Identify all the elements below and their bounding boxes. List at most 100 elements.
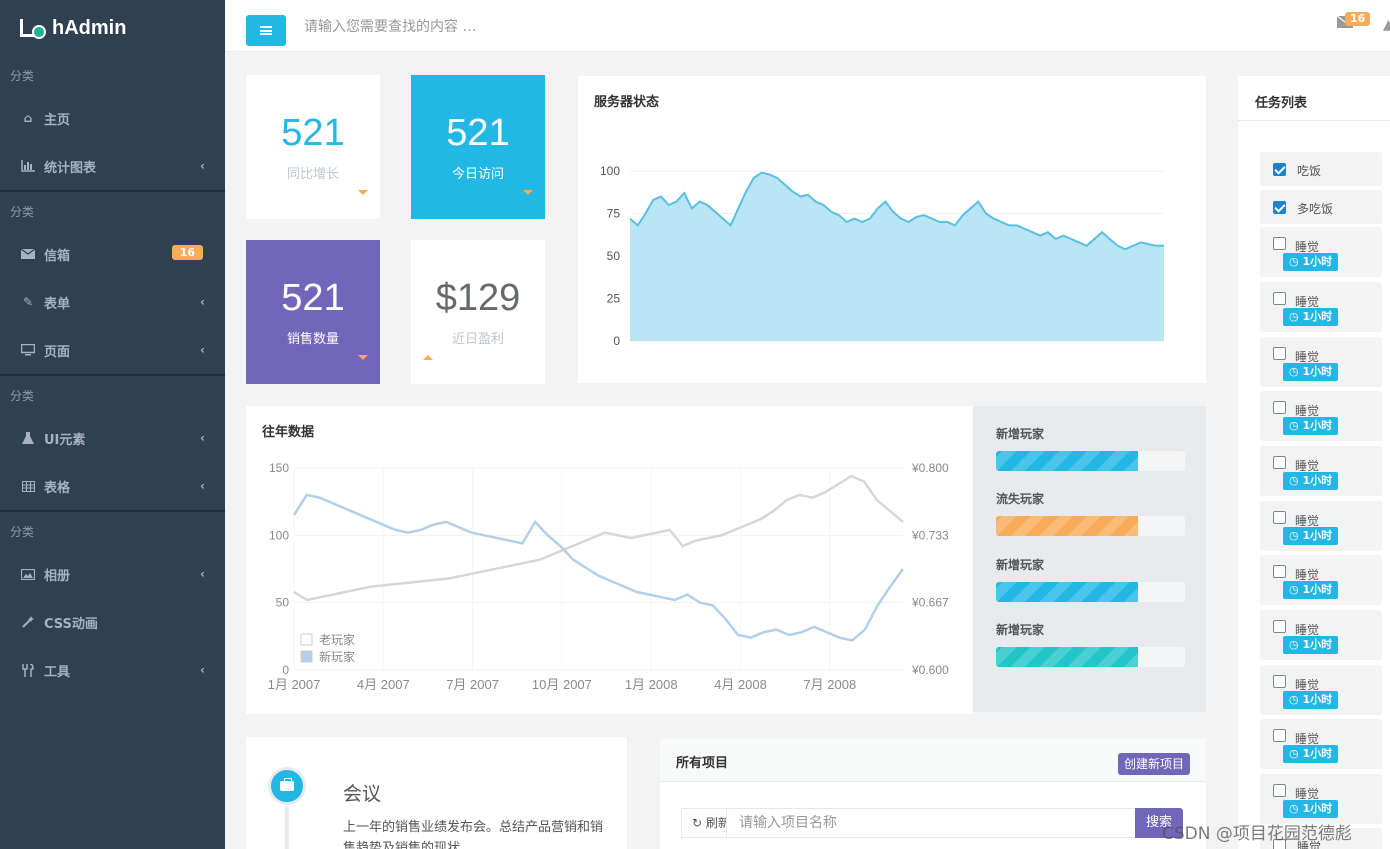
briefcase-icon (268, 767, 306, 805)
task-item[interactable]: 睡觉 ◷ 1小时 (1260, 446, 1382, 496)
sidebar-item-label: 页面 (44, 344, 71, 360)
panel-title: 服务器状态 (594, 95, 660, 110)
progress-fill (996, 451, 1138, 471)
logo[interactable]: hAdmin (0, 0, 225, 56)
task-time-tag: ◷ 1小时 (1283, 417, 1339, 435)
task-item[interactable]: 多吃饭 (1260, 190, 1382, 224)
task-checkbox[interactable] (1273, 784, 1286, 797)
caret-up-icon (423, 355, 433, 360)
task-time-tag: ◷ 1小时 (1283, 581, 1339, 599)
sidebar-item-pages[interactable]: 页面 ‹ (0, 326, 225, 374)
task-item[interactable]: 睡觉 ◷ 1小时 (1260, 501, 1382, 551)
task-item[interactable]: 睡觉 ◷ 1小时 (1260, 610, 1382, 660)
x-tick-label: 1月 2008 (625, 677, 678, 692)
task-time-label: 1小时 (1302, 474, 1333, 487)
progress-label: 新增玩家 (996, 623, 1045, 637)
sidebar-item-mailbox[interactable]: 信箱 16 (0, 230, 225, 278)
sidebar-item-forms[interactable]: ✎ 表单 ‹ (0, 278, 225, 326)
user-icon[interactable]: ▲ (1383, 17, 1390, 33)
progress-label: 新增玩家 (996, 427, 1045, 441)
stat-visits: 521 今日访问 (411, 75, 545, 219)
task-checkbox[interactable] (1273, 163, 1286, 176)
task-checkbox[interactable] (1273, 347, 1286, 360)
project-search-input[interactable] (726, 808, 1136, 838)
sidebar-item-tables[interactable]: 表格 ‹ (0, 462, 225, 510)
task-item[interactable]: 吃饭 (1260, 152, 1382, 186)
sidebar-item-tools[interactable]: 工具 ‹ (0, 646, 225, 694)
stat-label: 同比增长 (286, 167, 339, 182)
task-checkbox[interactable] (1273, 511, 1286, 524)
task-time-tag: ◷ 1小时 (1283, 253, 1339, 271)
clock-icon: ◷ (1289, 583, 1303, 596)
task-item[interactable]: 睡觉 ◷ 1小时 (1260, 555, 1382, 605)
y-tick-label: 25 (607, 292, 621, 306)
menu-toggle-button[interactable] (246, 15, 286, 46)
task-item[interactable]: 睡觉 ◷ 1小时 (1260, 774, 1382, 824)
task-time-tag: ◷ 1小时 (1283, 363, 1339, 381)
task-item[interactable]: 睡觉 ◷ 1小时 (1260, 282, 1382, 332)
legend-label: 新玩家 (319, 649, 355, 664)
progress-label: 新增玩家 (996, 558, 1045, 572)
refresh-icon: ↻ (692, 816, 703, 830)
task-time-label: 1小时 (1302, 693, 1333, 706)
desktop-icon (20, 343, 36, 357)
stat-value: $129 (435, 277, 521, 319)
sidebar-item-ui-elements[interactable]: UI元素 ‹ (0, 414, 225, 462)
task-checkbox[interactable] (1273, 201, 1286, 214)
task-item[interactable]: 睡觉 (1260, 828, 1382, 849)
sidebar-item-charts[interactable]: 统计图表 ‹ (0, 142, 225, 190)
sidebar-item-home[interactable]: ⌂ 主页 (0, 94, 225, 142)
task-checkbox[interactable] (1273, 839, 1286, 849)
task-item[interactable]: 睡觉 ◷ 1小时 (1260, 337, 1382, 387)
task-checkbox[interactable] (1273, 565, 1286, 578)
task-item[interactable]: 睡觉 ◷ 1小时 (1260, 391, 1382, 441)
task-time-label: 1小时 (1302, 802, 1333, 815)
sidebar-item-label: 表单 (44, 296, 71, 312)
task-time-label: 1小时 (1302, 583, 1333, 596)
home-icon: ⌂ (23, 111, 33, 125)
task-text: 睡觉 (1295, 623, 1320, 637)
task-item[interactable]: 睡觉 ◷ 1小时 (1260, 227, 1382, 277)
sidebar: hAdmin 分类 ⌂ 主页 统计图表 ‹ 分类 信箱 16 ✎ 表单 ‹ 页面… (0, 0, 225, 849)
sidebar-item-css-animation[interactable]: CSS动画 (0, 598, 225, 646)
task-checkbox[interactable] (1273, 729, 1286, 742)
task-time-label: 1小时 (1302, 529, 1333, 542)
search-input[interactable] (304, 16, 704, 38)
clock-icon: ◷ (1289, 365, 1303, 378)
server-status-chart: 100 75 50 25 0 (600, 164, 1164, 348)
stat-label: 近日盈利 (451, 332, 504, 347)
task-checkbox[interactable] (1273, 237, 1286, 250)
panel-title: 任务列表 (1238, 76, 1390, 121)
task-checkbox[interactable] (1273, 675, 1286, 688)
task-text: 睡觉 (1295, 350, 1320, 364)
search-button[interactable]: 搜索 (1135, 808, 1183, 838)
task-checkbox[interactable] (1273, 401, 1286, 414)
task-text: 睡觉 (1295, 459, 1320, 473)
sidebar-item-label: 相册 (44, 568, 71, 584)
sidebar-item-album[interactable]: 相册 ‹ (0, 550, 225, 598)
caret-down-icon (358, 355, 368, 360)
mail-count-badge: 16 (171, 245, 203, 260)
chevron-left-icon: ‹ (200, 159, 205, 173)
task-text: 睡觉 (1295, 295, 1320, 309)
progress-fill (996, 647, 1138, 667)
history-chart: 150 100 50 0 ¥0.800 ¥0.733 ¥0.667 ¥0.600 1月 2007… (268, 461, 949, 692)
task-checkbox[interactable] (1273, 292, 1286, 305)
task-time-tag: ◷ 1小时 (1283, 745, 1339, 763)
task-item[interactable]: 睡觉 ◷ 1小时 (1260, 665, 1382, 715)
create-project-button[interactable]: 创建新项目 (1117, 753, 1190, 775)
task-item[interactable]: 睡觉 ◷ 1小时 (1260, 719, 1382, 769)
refresh-button[interactable]: ↻ 刷新 (681, 808, 729, 838)
hamburger-icon (260, 26, 272, 35)
magic-icon (20, 615, 36, 629)
task-checkbox[interactable] (1273, 456, 1286, 469)
task-text: 睡觉 (1295, 514, 1320, 528)
task-checkbox[interactable] (1273, 620, 1286, 633)
y-tick-label: 100 (600, 164, 620, 178)
progress-block: 新增玩家 (996, 425, 1185, 471)
x-tick-label: 7月 2007 (446, 677, 499, 692)
watermark: CSDN @项目花园范德彪 (1162, 824, 1352, 844)
projects-panel: 所有项目 创建新项目 ↻ 刷新 搜索 (660, 738, 1206, 849)
nav-divider (0, 190, 225, 192)
cutlery-icon (20, 663, 36, 677)
